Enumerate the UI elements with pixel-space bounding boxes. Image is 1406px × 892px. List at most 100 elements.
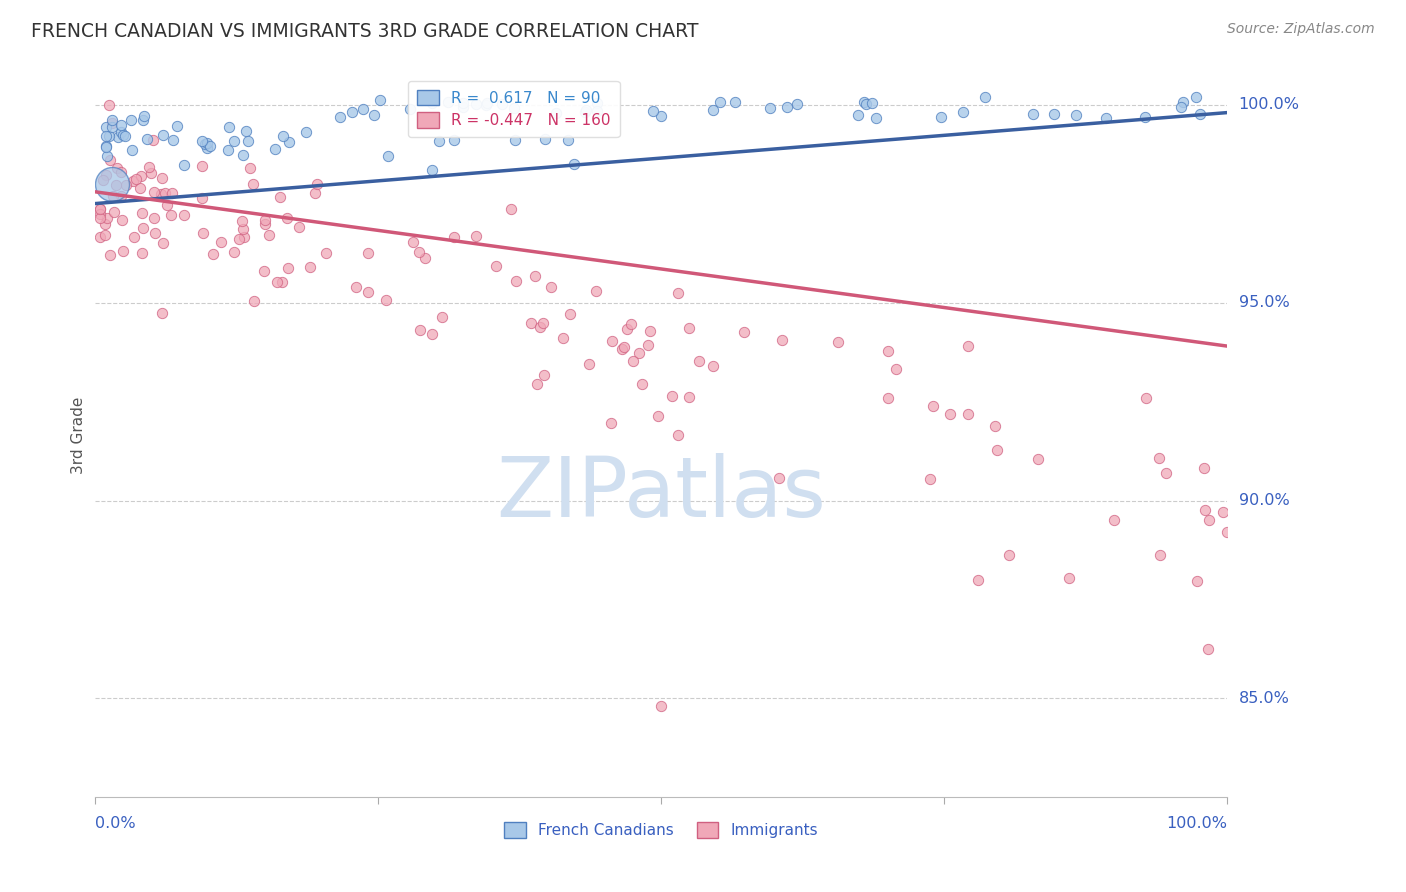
Point xyxy=(451,100,474,114)
Point xyxy=(413,251,436,265)
Point xyxy=(224,244,246,259)
Point xyxy=(94,139,117,153)
Point xyxy=(827,334,849,349)
Point xyxy=(91,173,114,187)
Point xyxy=(464,96,486,111)
Point xyxy=(402,235,425,249)
Point xyxy=(195,141,218,155)
Point xyxy=(877,343,900,358)
Point xyxy=(886,362,908,376)
Point xyxy=(195,136,218,150)
Point xyxy=(1185,89,1208,103)
Point xyxy=(100,177,122,191)
Point xyxy=(398,102,420,116)
Point xyxy=(621,353,644,368)
Point xyxy=(374,293,396,307)
Point xyxy=(368,93,391,107)
Point xyxy=(162,132,184,146)
Text: 90.0%: 90.0% xyxy=(1239,493,1289,508)
Point xyxy=(101,116,124,130)
Point xyxy=(1064,108,1087,122)
Point xyxy=(616,322,638,336)
Point xyxy=(759,102,782,116)
Point xyxy=(120,112,142,127)
Point xyxy=(278,135,301,149)
Point xyxy=(266,275,288,289)
Point xyxy=(852,95,875,109)
Point xyxy=(315,245,337,260)
Point xyxy=(776,100,799,114)
Point xyxy=(610,343,633,357)
Point xyxy=(232,148,254,162)
Point xyxy=(96,149,118,163)
Point xyxy=(640,324,662,338)
Point xyxy=(150,170,173,185)
Point xyxy=(420,96,443,111)
Point xyxy=(1147,450,1170,465)
Point xyxy=(194,137,217,152)
Point xyxy=(94,120,117,135)
Point xyxy=(253,217,276,231)
Point xyxy=(586,96,609,111)
Point xyxy=(668,428,690,442)
Point xyxy=(357,246,380,260)
Point xyxy=(491,96,513,111)
Point xyxy=(505,133,527,147)
Point xyxy=(702,359,724,373)
Point xyxy=(1154,466,1177,480)
Point xyxy=(173,208,195,222)
Point xyxy=(257,227,280,242)
Point xyxy=(107,129,129,144)
Point xyxy=(132,112,155,127)
Text: FRENCH CANADIAN VS IMMIGRANTS 3RD GRADE CORRELATION CHART: FRENCH CANADIAN VS IMMIGRANTS 3RD GRADE … xyxy=(31,22,699,41)
Point xyxy=(190,191,212,205)
Point xyxy=(232,221,254,235)
Point xyxy=(103,188,125,202)
Point xyxy=(846,108,869,122)
Point xyxy=(114,129,136,144)
Point xyxy=(131,205,153,219)
Point xyxy=(533,368,555,382)
Point xyxy=(156,198,179,212)
Point xyxy=(600,416,623,430)
Point xyxy=(93,217,115,231)
Point xyxy=(768,471,790,485)
Point xyxy=(138,160,160,174)
Point xyxy=(110,189,132,203)
Point xyxy=(98,153,121,167)
Point xyxy=(1135,391,1157,405)
Point xyxy=(329,110,352,124)
Point xyxy=(558,307,581,321)
Point xyxy=(505,274,527,288)
Point xyxy=(242,177,264,191)
Point xyxy=(89,207,111,221)
Point xyxy=(408,245,430,260)
Point xyxy=(100,248,122,262)
Point xyxy=(143,211,166,226)
Point xyxy=(770,333,793,347)
Point xyxy=(228,232,250,246)
Point xyxy=(100,112,122,127)
Point xyxy=(709,95,731,110)
Point xyxy=(218,120,240,135)
Legend: French Canadians, Immigrants: French Canadians, Immigrants xyxy=(498,816,824,844)
Point xyxy=(121,143,143,157)
Point xyxy=(288,220,311,235)
Point xyxy=(477,96,499,111)
Point xyxy=(238,134,260,148)
Point xyxy=(533,132,555,146)
Point xyxy=(1192,461,1215,475)
Point xyxy=(430,310,453,324)
Point xyxy=(122,174,145,188)
Point xyxy=(94,168,117,182)
Text: 100.0%: 100.0% xyxy=(1167,816,1227,831)
Point xyxy=(232,230,254,244)
Point xyxy=(231,214,253,228)
Point xyxy=(152,236,174,251)
Point xyxy=(786,97,808,112)
Point xyxy=(150,306,173,320)
Point xyxy=(131,246,153,260)
Point xyxy=(957,339,980,353)
Point xyxy=(586,103,609,118)
Point xyxy=(408,323,430,337)
